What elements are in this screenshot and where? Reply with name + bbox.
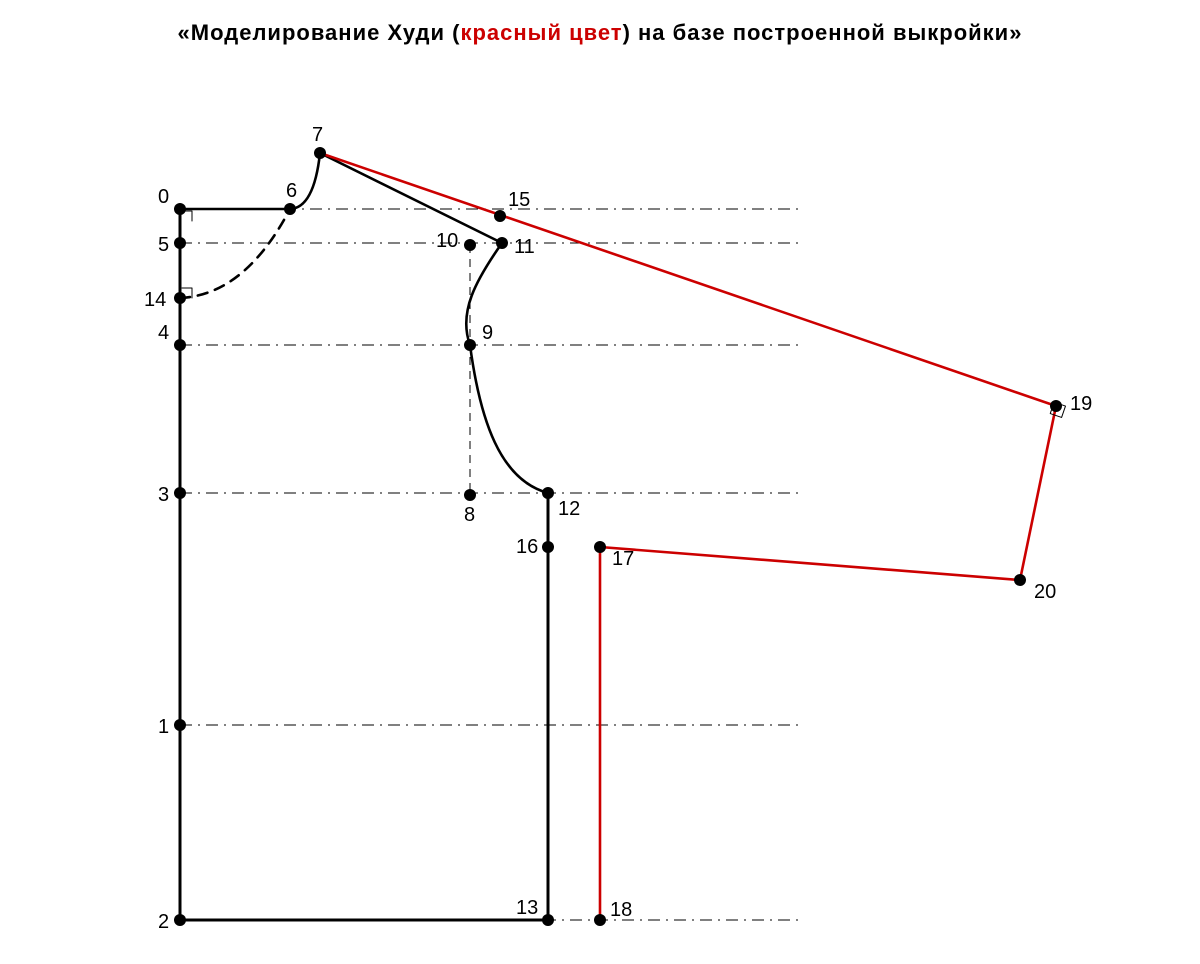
- point-label-4: 4: [158, 322, 169, 344]
- point-label-18: 18: [610, 899, 632, 921]
- point-label-0: 0: [158, 186, 169, 208]
- title-red: красный цвет: [460, 20, 622, 45]
- point-label-11: 11: [514, 236, 535, 258]
- title-suffix: ) на базе построенной выкройки»: [623, 20, 1023, 45]
- page-title: «Моделирование Худи (красный цвет) на ба…: [0, 20, 1200, 46]
- point-label-12: 12: [558, 498, 580, 520]
- point-label-16: 16: [516, 536, 538, 558]
- point-label-5: 5: [158, 234, 169, 256]
- title-prefix: «Моделирование Худи (: [178, 20, 461, 45]
- point-label-20: 20: [1034, 581, 1056, 603]
- point-label-17: 17: [612, 548, 634, 570]
- point-label-19: 19: [1070, 393, 1092, 415]
- page: «Моделирование Худи (красный цвет) на ба…: [0, 0, 1200, 964]
- point-label-2: 2: [158, 911, 169, 933]
- point-label-15: 15: [508, 189, 530, 211]
- point-label-8: 8: [464, 504, 475, 526]
- point-label-14: 14: [144, 289, 166, 311]
- point-label-3: 3: [158, 484, 169, 506]
- point-label-7: 7: [312, 124, 323, 146]
- point-label-9: 9: [482, 322, 493, 344]
- point-label-13: 13: [516, 897, 538, 919]
- pattern-diagram: 01234567891011121314151617181920: [0, 0, 1200, 964]
- point-label-6: 6: [286, 180, 297, 202]
- point-label-10: 10: [436, 230, 458, 252]
- point-label-1: 1: [158, 716, 169, 738]
